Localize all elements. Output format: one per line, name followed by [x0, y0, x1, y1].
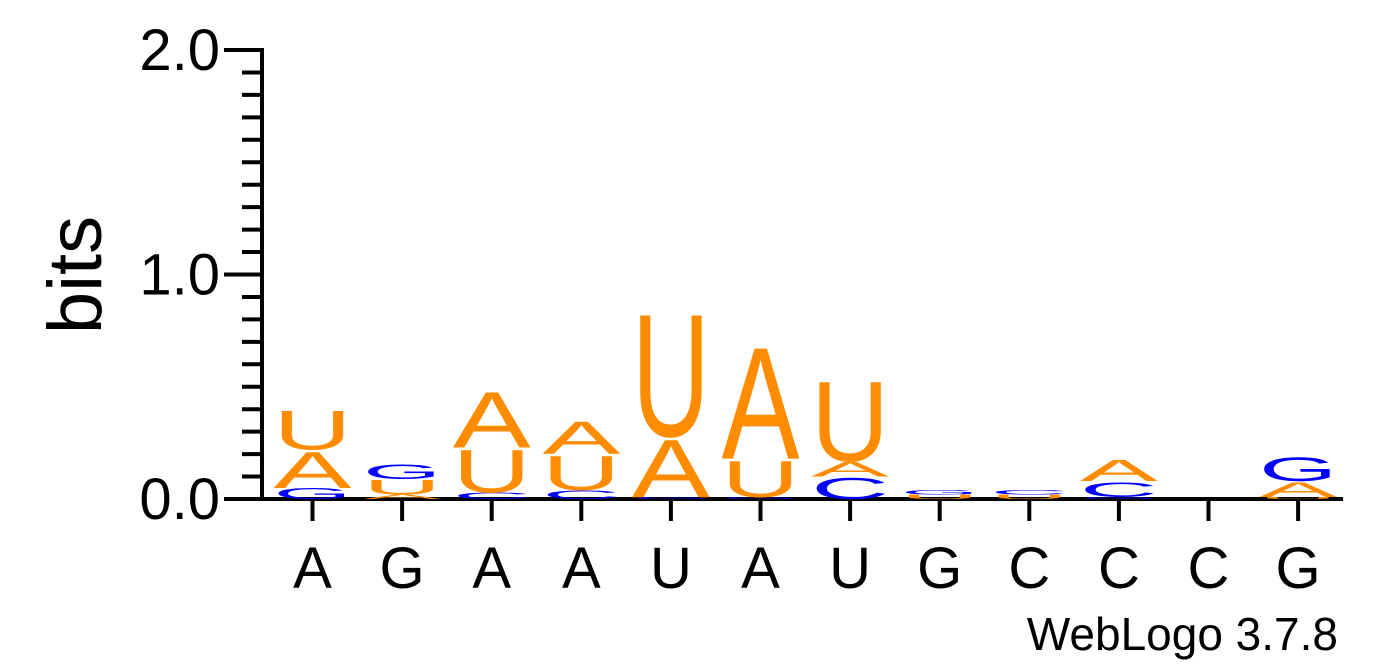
logo-letter: C [542, 488, 620, 502]
logo-letter-glyph: U [542, 446, 620, 501]
logo-letter: G [274, 485, 352, 502]
logo-letter-glyph: G [1259, 450, 1337, 488]
logo-letter-glyph: C [453, 491, 531, 501]
logo-letter-glyph: G [1080, 496, 1158, 499]
logo-letter-glyph: G [901, 489, 979, 496]
logo-letter: U [901, 494, 979, 501]
footer-label: WebLogo 3.7.8 [1027, 608, 1338, 660]
x-tick-label: A [741, 536, 780, 601]
logo-letter: C [453, 491, 531, 501]
logo-letter-glyph: A [811, 458, 890, 482]
x-tick-label: U [650, 536, 692, 601]
logo-letter-glyph: A [632, 423, 711, 515]
logo-letter: G [1080, 496, 1158, 499]
logo-letter: A [274, 441, 353, 499]
logo-letter-glyph: U [901, 494, 979, 501]
logo-letter: G [1259, 450, 1337, 488]
logo-letter-glyph: G [363, 460, 441, 484]
logo-letter: C [811, 471, 889, 506]
x-tick-label: G [1276, 536, 1321, 601]
y-axis: 0.0 1.0 2.0 [139, 18, 264, 532]
logo-letter-glyph: U [811, 358, 889, 485]
logo-letter-glyph: A [1259, 478, 1338, 502]
logo-letter-glyph: G [722, 496, 800, 499]
x-tick-label: A [293, 536, 332, 601]
x-tick-label: A [562, 536, 601, 601]
y-tick-label: 2.0 [139, 18, 220, 83]
y-tick-label: 1.0 [139, 243, 220, 308]
logo-letter-glyph: C [990, 489, 1068, 496]
logo-letter: U [453, 437, 531, 506]
logo-letter-glyph: A [722, 315, 800, 494]
logo-letter-glyph: C [811, 471, 889, 506]
logo-letter-glyph: G [274, 485, 352, 502]
logo-letter-glyph: U [990, 494, 1068, 501]
logo-letter-glyph: U [1259, 496, 1337, 499]
y-axis-label: bits [33, 216, 118, 334]
logo-letter: U [722, 450, 800, 508]
logo-letter-glyph: C [1080, 478, 1158, 502]
logo-letter: C [1080, 478, 1158, 502]
logo-letter: G [722, 496, 800, 499]
x-tick-label: U [829, 536, 871, 601]
logo-letter-glyph: A [1080, 453, 1159, 488]
y-tick-label: 0.0 [139, 467, 220, 532]
logo-letter: A [632, 423, 711, 515]
logo-letter: A [722, 315, 800, 494]
logo-letter: U [363, 475, 441, 499]
logo-letter-glyph: U [453, 437, 531, 506]
logo-letter: C [990, 489, 1068, 496]
logo-letter-glyph: U [274, 400, 352, 462]
logo-letter: U [811, 358, 889, 485]
logo-letter-glyph: A [453, 376, 532, 465]
x-tick-label: G [380, 536, 425, 601]
logo-letter-glyph: C [542, 488, 620, 502]
logo-letter: A [453, 376, 532, 465]
logo-letter: A [1080, 453, 1159, 488]
logo-letter: A [542, 413, 620, 465]
logo-letter: U [990, 494, 1068, 501]
logo-letter-glyph: G [632, 496, 710, 499]
logo-letter-glyph: A [363, 494, 442, 501]
logo-letter: U [632, 279, 710, 474]
logo-letter: A [1259, 478, 1338, 502]
logo-letter-glyph: A [542, 413, 620, 465]
logo-letter-glyph: U [722, 450, 800, 508]
logo-letter-glyph: U [363, 475, 441, 499]
logo-letter-glyph: A [274, 441, 353, 499]
logo-letter: U [542, 446, 620, 501]
logo-letter: U [274, 400, 352, 462]
x-tick-label: G [917, 536, 962, 601]
logo-letter: A [363, 494, 442, 501]
x-tick-label: C [1098, 536, 1140, 601]
logo-letter: U [1259, 496, 1337, 499]
logo-letter: G [632, 496, 710, 499]
logo-letter-glyph: U [632, 279, 710, 474]
logo-letter: G [363, 460, 441, 484]
logo-letter: G [901, 489, 979, 496]
x-tick-label: C [1188, 536, 1230, 601]
x-tick-label: C [1008, 536, 1050, 601]
x-tick-label: A [472, 536, 511, 601]
logo-letter: A [811, 458, 890, 482]
